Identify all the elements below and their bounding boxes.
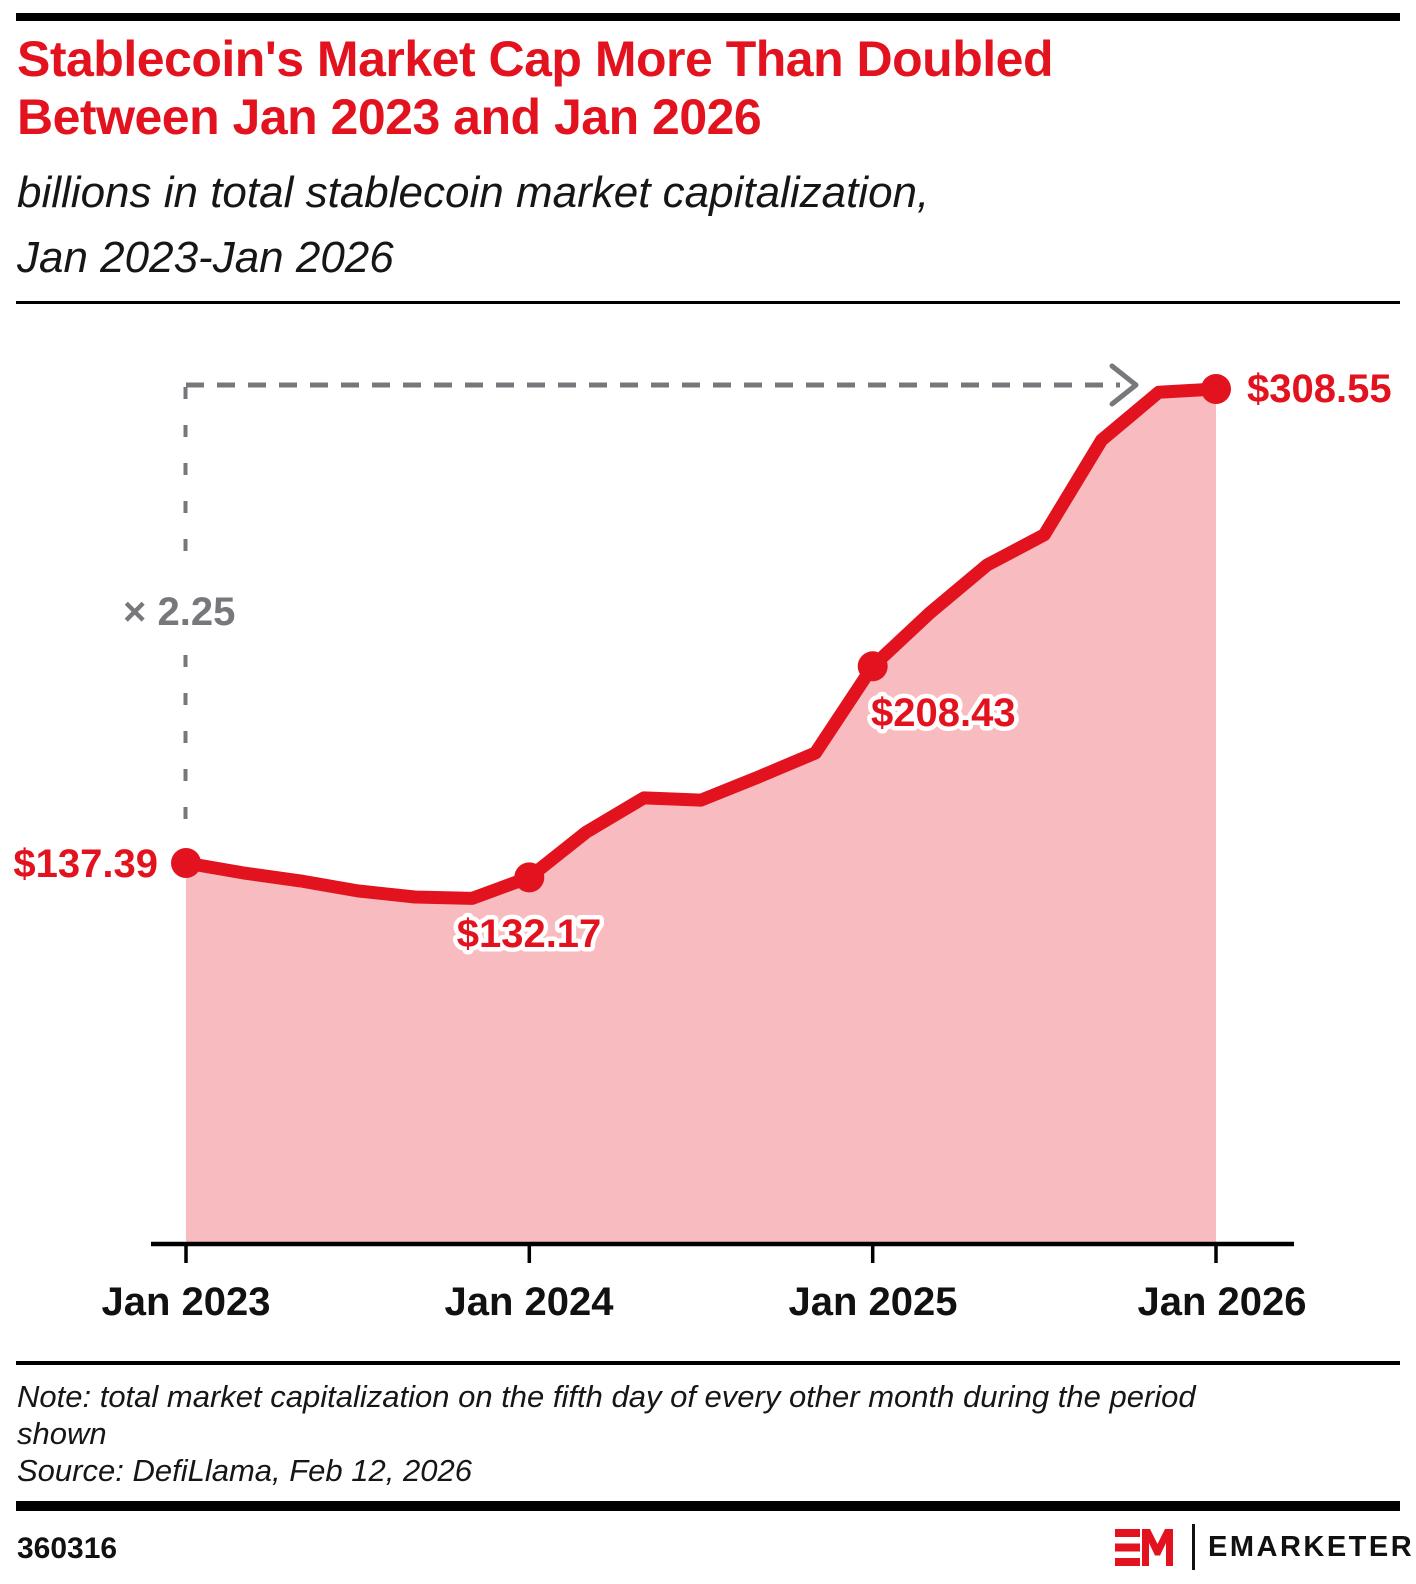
data-point-dot xyxy=(1201,374,1231,404)
chart-title-line1: Stablecoin's Market Cap More Than Double… xyxy=(17,31,1054,87)
chart-subtitle: billions in total stablecoin market capi… xyxy=(17,160,1397,290)
value-label-jan-2026: $308.55 xyxy=(1247,367,1392,411)
chart-title-line2: Between Jan 2023 and Jan 2026 xyxy=(17,89,762,145)
brand-wordmark: EMARKETER xyxy=(1208,1530,1415,1563)
chart-subtitle-line2: Jan 2023-Jan 2026 xyxy=(17,233,394,282)
source-line: Source: DefiLlama, Feb 12, 2026 xyxy=(17,1453,472,1488)
growth-annotation xyxy=(183,363,1139,833)
x-tick-label: Jan 2023 xyxy=(101,1280,270,1324)
x-tick-label: Jan 2026 xyxy=(1137,1280,1306,1324)
logo-divider xyxy=(1192,1524,1195,1570)
footnote-divider-line xyxy=(16,1361,1400,1365)
x-tick-label: Jan 2024 xyxy=(444,1280,614,1324)
chart-title: Stablecoin's Market Cap More Than Double… xyxy=(17,30,1397,146)
top-border-bar xyxy=(16,13,1400,21)
trend-line xyxy=(179,382,1223,905)
area-fill xyxy=(186,389,1216,1244)
emarketer-logo: EMARKETER xyxy=(1115,1523,1414,1571)
header-divider-line xyxy=(16,301,1400,304)
data-point-dot xyxy=(171,848,201,878)
arrow-head-icon xyxy=(1109,363,1139,407)
emarketer-logo-mark xyxy=(1115,1528,1173,1566)
value-label-jan-2024: $132.17 xyxy=(457,912,602,956)
chart-id: 360316 xyxy=(17,1532,118,1565)
note-line1: Note: total market capitalization on the… xyxy=(17,1379,1196,1414)
value-label-jan-2025: $208.43 xyxy=(871,691,1016,735)
data-point-dot xyxy=(857,651,888,682)
bottom-border-bar xyxy=(16,1501,1400,1511)
note-line2: shown xyxy=(17,1416,107,1451)
x-tick-label: Jan 2025 xyxy=(788,1280,957,1324)
multiplier-label: × 2.25 xyxy=(123,590,235,634)
data-point-dot xyxy=(514,862,545,893)
footnote: Note: total market capitalization on the… xyxy=(17,1378,1407,1489)
key-point-dots xyxy=(171,374,1231,893)
value-label-jan-2023: $137.39 xyxy=(13,842,158,886)
chart-subtitle-line1: billions in total stablecoin market capi… xyxy=(17,168,930,217)
axis-ticks xyxy=(184,1244,1218,1263)
